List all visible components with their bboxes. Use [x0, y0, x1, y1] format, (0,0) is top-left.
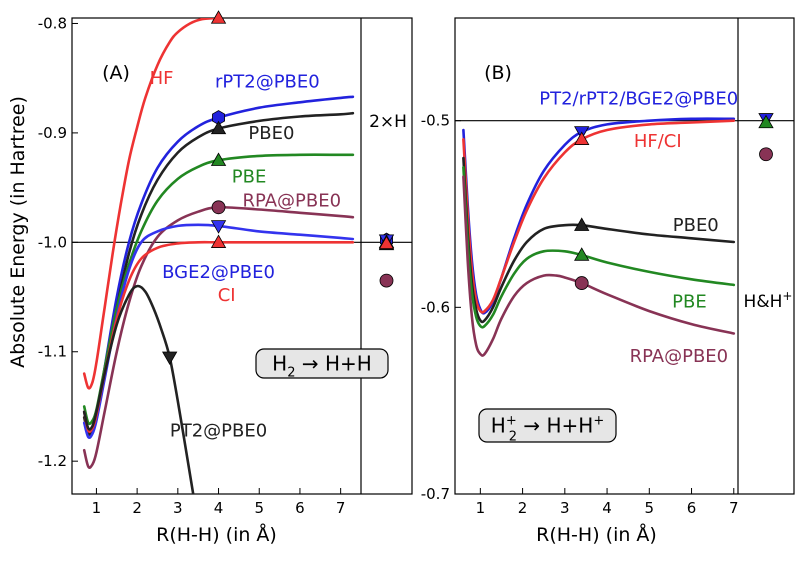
curves — [462, 117, 736, 357]
series-label-pbe0: PBE0 — [248, 123, 294, 144]
panel-label: (B) — [484, 62, 512, 84]
series-label-hf: HF — [150, 68, 174, 89]
series-line-pbe — [462, 166, 736, 329]
x-tick-label: 1 — [92, 499, 102, 517]
y-tick-label: -0.6 — [421, 298, 450, 316]
y-tick-label: -1.0 — [38, 233, 67, 251]
y-tick-label: -1.2 — [38, 452, 67, 470]
panel-label: (A) — [102, 62, 130, 84]
series-line-bge2-pbe0 — [82, 223, 355, 439]
series-line-rpa-pbe0 — [462, 175, 736, 357]
series-label-rpt2-pbe0: rPT2@PBE0 — [215, 71, 320, 92]
y-tick-label: -0.5 — [421, 112, 450, 130]
panel-a: 1 2 3 4 5 6 7 -1.2 -1.1 -1.0 -0.9 -0.8 R(H-H) (in Å)… — [38, 10, 413, 546]
series-label-pt2-pbe0: PT2@PBE0 — [170, 421, 267, 442]
series-marker-bge2-pbe0 — [210, 220, 227, 234]
series-label-pbe0: PBE0 — [673, 215, 719, 236]
plot-frame — [71, 17, 413, 495]
separated-atom-marker — [758, 114, 774, 129]
y-tick-label: -0.7 — [421, 485, 450, 503]
series-marker-pbe0 — [574, 217, 590, 231]
x-tick-label: 7 — [336, 499, 346, 517]
series-label-bge2-pbe0: BGE2@PBE0 — [162, 262, 275, 283]
x-tick-label: 3 — [173, 499, 183, 517]
series-marker-ci — [210, 234, 227, 248]
separated-atom-marker — [379, 273, 394, 288]
y-tick-label: -1.1 — [38, 343, 67, 361]
series-label-hf-ci: HF/CI — [634, 131, 682, 152]
series-label-pt2-rpt2-bge2-pbe0: PT2/rPT2/BGE2@PBE0 — [539, 88, 738, 109]
x-tick-label: 1 — [476, 499, 486, 517]
separator-label: 2×H — [369, 112, 407, 132]
series-marker-hf-ci — [574, 131, 590, 145]
x-axis-label: R(H-H) (in Å) — [536, 523, 657, 546]
series-marker-pbe0 — [210, 120, 227, 135]
separated-atom-marker — [759, 147, 773, 162]
curves — [82, 18, 355, 494]
separated-atom-marker — [378, 235, 395, 250]
x-tick-label: 4 — [214, 499, 224, 517]
x-axis-label: R(H-H) (in Å) — [156, 523, 277, 546]
panel-b: 1 2 3 4 5 6 7 -0.7 -0.6 -0.5 R(H-H) (in Å) PT2/rPT2… — [421, 17, 795, 546]
x-tick-label: 2 — [132, 499, 142, 517]
y-axis-title: Absolute Energy (in Hartree) — [7, 96, 29, 368]
x-tick-label: 5 — [645, 499, 655, 517]
series-marker-pbe — [574, 247, 590, 261]
series-line-pt2-pbe0 — [82, 284, 195, 494]
reaction-label: H+ 2 → H+H+ — [491, 414, 604, 445]
y-tick-label: -0.9 — [38, 124, 67, 142]
x-tick-label: 6 — [687, 499, 697, 517]
series-label-pbe: PBE — [232, 167, 267, 188]
x-tick-label: 6 — [295, 499, 305, 517]
reaction-box-frame — [255, 348, 389, 379]
series-label-pbe: PBE — [672, 292, 707, 313]
x-tick-label: 4 — [602, 499, 612, 517]
series-line-hf — [82, 18, 220, 390]
series-marker-hf — [210, 10, 227, 24]
plot-frame — [454, 17, 795, 495]
x-tick-label: 3 — [560, 499, 570, 517]
separator-label: H&H+ — [744, 289, 793, 312]
series-label-ci: CI — [218, 285, 236, 306]
series-label-rpa-pbe0: RPA@PBE0 — [243, 191, 342, 212]
series-marker-rpa-pbe0 — [211, 200, 226, 215]
series-marker-rpa-pbe0 — [574, 276, 589, 290]
reaction-box-frame — [478, 408, 617, 443]
series-line-rpa-pbe0 — [82, 205, 355, 469]
series-line-hf-ci — [462, 119, 736, 314]
series-line-pbe0 — [462, 156, 736, 324]
series-marker-pt2-pbe0 — [162, 351, 178, 366]
x-tick-label: 2 — [518, 499, 528, 517]
series-label-rpa-pbe0: RPA@PBE0 — [630, 346, 729, 367]
y-tick-label: -0.8 — [38, 14, 67, 32]
x-tick-label: 5 — [254, 499, 264, 517]
reaction-label-box: H2 → H+H — [255, 348, 389, 381]
series-marker-pbe — [210, 152, 227, 166]
x-tick-label: 7 — [729, 499, 739, 517]
reaction-label-box: H+ 2 → H+H+ — [478, 408, 617, 445]
